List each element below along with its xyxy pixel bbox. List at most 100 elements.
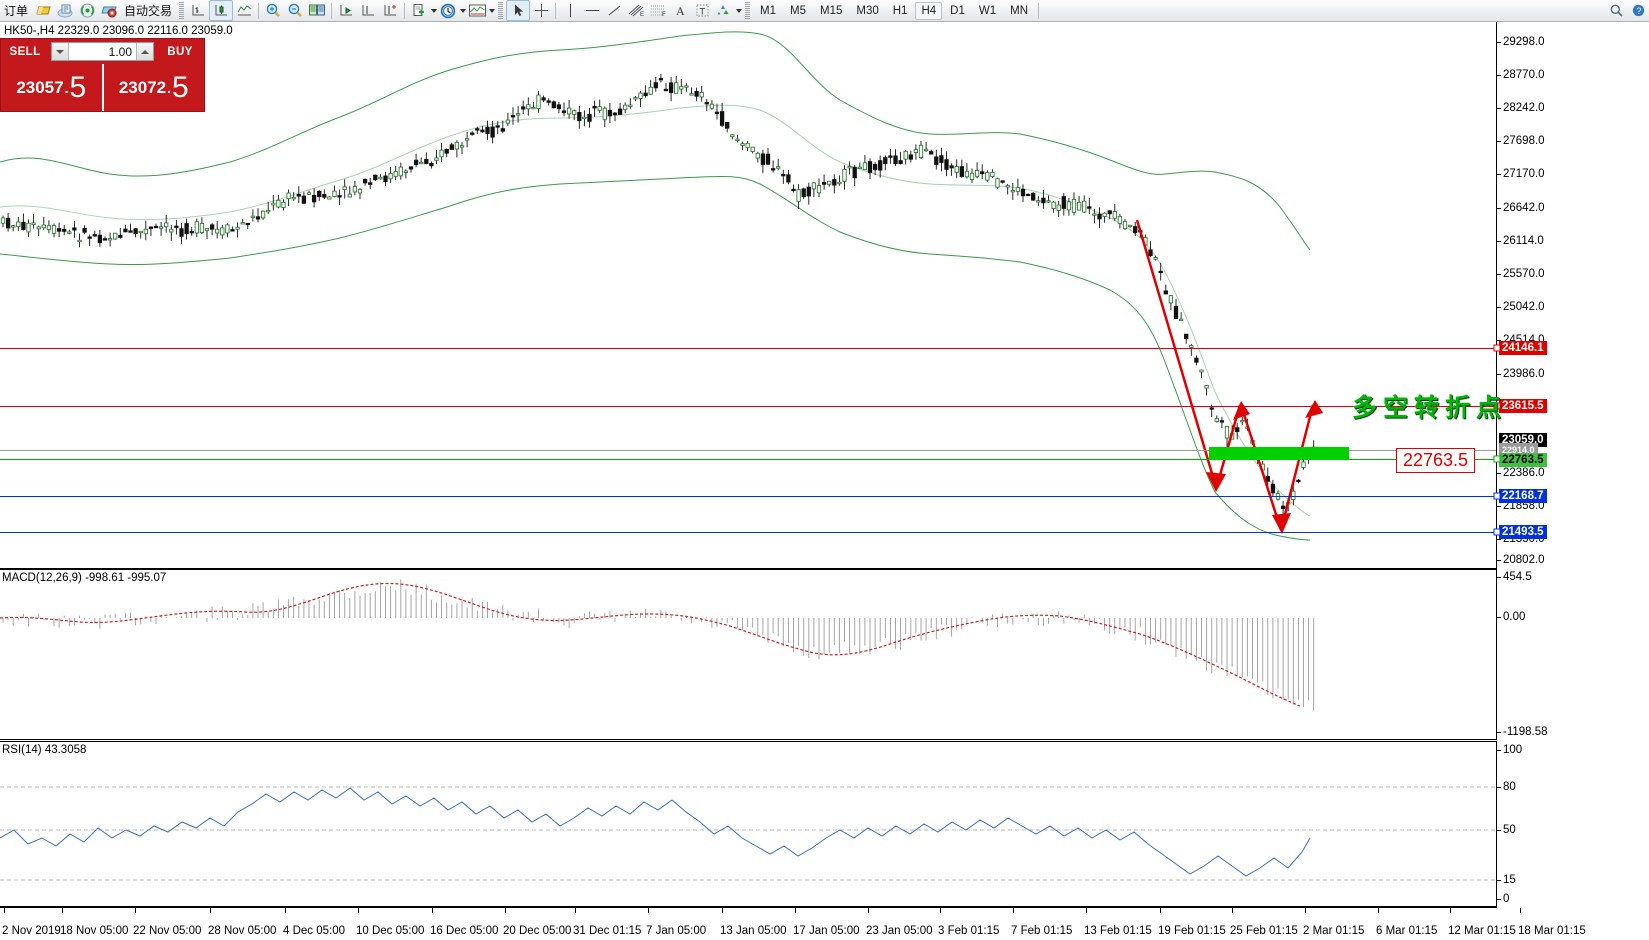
trendline-icon[interactable] <box>603 1 625 20</box>
indicators-dropdown-caret-icon[interactable] <box>489 8 496 13</box>
rsi-axis-tick: 50 <box>1503 824 1516 836</box>
price-tag-22763[interactable]: 22763.5 <box>1499 453 1547 467</box>
sell-button[interactable]: SELL <box>9 45 41 58</box>
crosshair-icon[interactable] <box>530 1 552 20</box>
axis-tick: 26642.0 <box>1503 202 1545 214</box>
axis-tick-mark <box>1497 241 1501 242</box>
main-chart-pane[interactable]: HK50-,H4 22329.0 23096.0 22116.0 23059.0 <box>0 22 1497 569</box>
order-button[interactable]: 订单 <box>4 4 29 18</box>
line-handle-22168[interactable] <box>1493 492 1501 500</box>
volume-input[interactable]: 1.00 <box>69 43 136 60</box>
shapes-icon[interactable] <box>713 1 735 20</box>
line-chart-icon[interactable] <box>233 1 255 20</box>
volume-down-button[interactable] <box>52 43 69 60</box>
zoom-in-icon[interactable] <box>262 1 284 20</box>
search-icon[interactable] <box>1605 1 1627 20</box>
folder-icon[interactable] <box>32 1 54 20</box>
svg-text:F: F <box>662 12 666 18</box>
label-icon[interactable]: T <box>691 1 713 20</box>
price-line-23615[interactable] <box>0 406 1496 407</box>
price-callout-box[interactable]: 22763.5 <box>1396 448 1476 473</box>
one-click-trading-panel[interactable]: SELL 1.00 BUY 23057 . 5 23072 . 5 <box>0 38 205 112</box>
candlestick-icon[interactable] <box>209 0 234 21</box>
line-handle-21493[interactable] <box>1493 528 1501 536</box>
zigzag-arrow-annotation <box>1214 400 1323 534</box>
signals-icon[interactable] <box>76 1 98 20</box>
template-icon[interactable] <box>408 1 430 20</box>
vertical-line-icon[interactable] <box>559 1 581 20</box>
buy-button[interactable]: BUY <box>167 45 193 58</box>
text-icon[interactable]: A <box>669 1 691 20</box>
price-tag-23615[interactable]: 23615.5 <box>1499 399 1547 413</box>
sell-price-dot: . <box>64 79 69 96</box>
shapes-dropdown-caret-icon[interactable] <box>736 8 743 13</box>
chevron-up-icon <box>141 49 149 54</box>
price-line-22914[interactable] <box>0 450 1496 451</box>
tf-h4[interactable]: H4 <box>915 1 943 20</box>
tf-mn[interactable]: MN <box>1010 4 1028 17</box>
bar-chart-icon[interactable] <box>187 1 209 20</box>
price-axis[interactable]: 29298.0 28770.0 28242.0 27698.0 27170.0 … <box>1497 22 1649 569</box>
axis-tick-mark <box>1497 750 1501 751</box>
rsi-label: RSI(14) 43.3058 <box>2 744 87 756</box>
rsi-axis-tick: 100 <box>1503 744 1523 756</box>
price-line-21493[interactable] <box>0 532 1496 533</box>
axis-tick-mark <box>1497 473 1501 474</box>
time-tick-mark <box>648 908 649 913</box>
toolbar-separator <box>555 2 557 19</box>
template-dropdown-caret-icon[interactable] <box>431 8 438 13</box>
auto-scroll-icon[interactable] <box>357 1 379 20</box>
time-axis[interactable]: 2 Nov 2019 18 Nov 05:00 22 Nov 05:00 28 Nov… <box>0 907 1586 940</box>
chart-shift-plus-icon[interactable] <box>379 1 401 20</box>
sell-price-integer: 23057 <box>16 77 64 97</box>
line-handle-22763[interactable] <box>1493 455 1501 463</box>
toolbar-grip[interactable] <box>179 2 185 19</box>
zoom-out-icon[interactable] <box>284 1 306 20</box>
line-handle-23615[interactable] <box>1493 402 1501 410</box>
price-line-24146[interactable] <box>0 348 1496 349</box>
horizontal-line-icon[interactable] <box>581 1 603 20</box>
help-icon[interactable]: ? <box>1627 1 1649 20</box>
time-tick-mark <box>432 908 433 913</box>
macd-axis: 454.5 0.00 -1198.58 <box>1497 569 1649 740</box>
tf-m15[interactable]: M15 <box>820 4 843 17</box>
tf-h1[interactable]: H1 <box>892 4 908 17</box>
price-line-22168[interactable] <box>0 496 1496 497</box>
cursor-icon[interactable] <box>506 0 531 21</box>
buy-price[interactable]: 23072 . 5 <box>104 64 205 111</box>
equidistant-channel-icon[interactable]: E <box>625 1 647 20</box>
period-dropdown-caret-icon[interactable] <box>460 8 467 13</box>
line-handle-24146[interactable] <box>1493 344 1501 352</box>
indicators-icon[interactable] <box>466 1 488 20</box>
axis-tick-mark <box>1497 880 1501 881</box>
market-icon[interactable] <box>98 1 120 20</box>
autotrade-button[interactable]: 自动交易 <box>124 4 173 18</box>
volume-up-button[interactable] <box>136 43 153 60</box>
macd-pane[interactable]: MACD(12,26,9) -998.61 -995.07 <box>0 569 1497 740</box>
tf-m30[interactable]: M30 <box>856 4 879 17</box>
tile-windows-icon[interactable] <box>306 1 328 20</box>
support-zone-highlight[interactable] <box>1209 447 1349 460</box>
chart-shift-icon[interactable] <box>335 1 357 20</box>
toolbar-grip[interactable] <box>745 2 751 19</box>
toolbar-separator <box>1038 2 1039 19</box>
tf-d1[interactable]: D1 <box>950 4 965 17</box>
period-icon[interactable] <box>437 1 459 20</box>
turning-point-annotation[interactable]: 多空转折点 <box>1352 394 1508 422</box>
tf-m1[interactable]: M1 <box>760 4 777 17</box>
tf-m5[interactable]: M5 <box>790 4 806 17</box>
fibonacci-icon[interactable]: F <box>647 1 669 20</box>
tf-w1[interactable]: W1 <box>978 4 997 17</box>
price-tag-21493[interactable]: 21493.5 <box>1499 525 1547 539</box>
toolbar-grip[interactable] <box>498 2 504 19</box>
sell-price[interactable]: 23057 . 5 <box>1 64 104 111</box>
price-line-22763[interactable] <box>0 459 1496 460</box>
time-tick-mark <box>575 908 576 913</box>
price-tag-22168[interactable]: 22168.7 <box>1499 489 1547 503</box>
profile-icon[interactable] <box>54 1 76 20</box>
price-tag-24146[interactable]: 24146.1 <box>1499 341 1547 355</box>
volume-stepper[interactable]: 1.00 <box>51 42 154 61</box>
axis-tick: 26114.0 <box>1503 235 1544 247</box>
rsi-pane[interactable]: RSI(14) 43.3058 <box>0 741 1497 907</box>
time-tick-mark <box>62 908 63 913</box>
